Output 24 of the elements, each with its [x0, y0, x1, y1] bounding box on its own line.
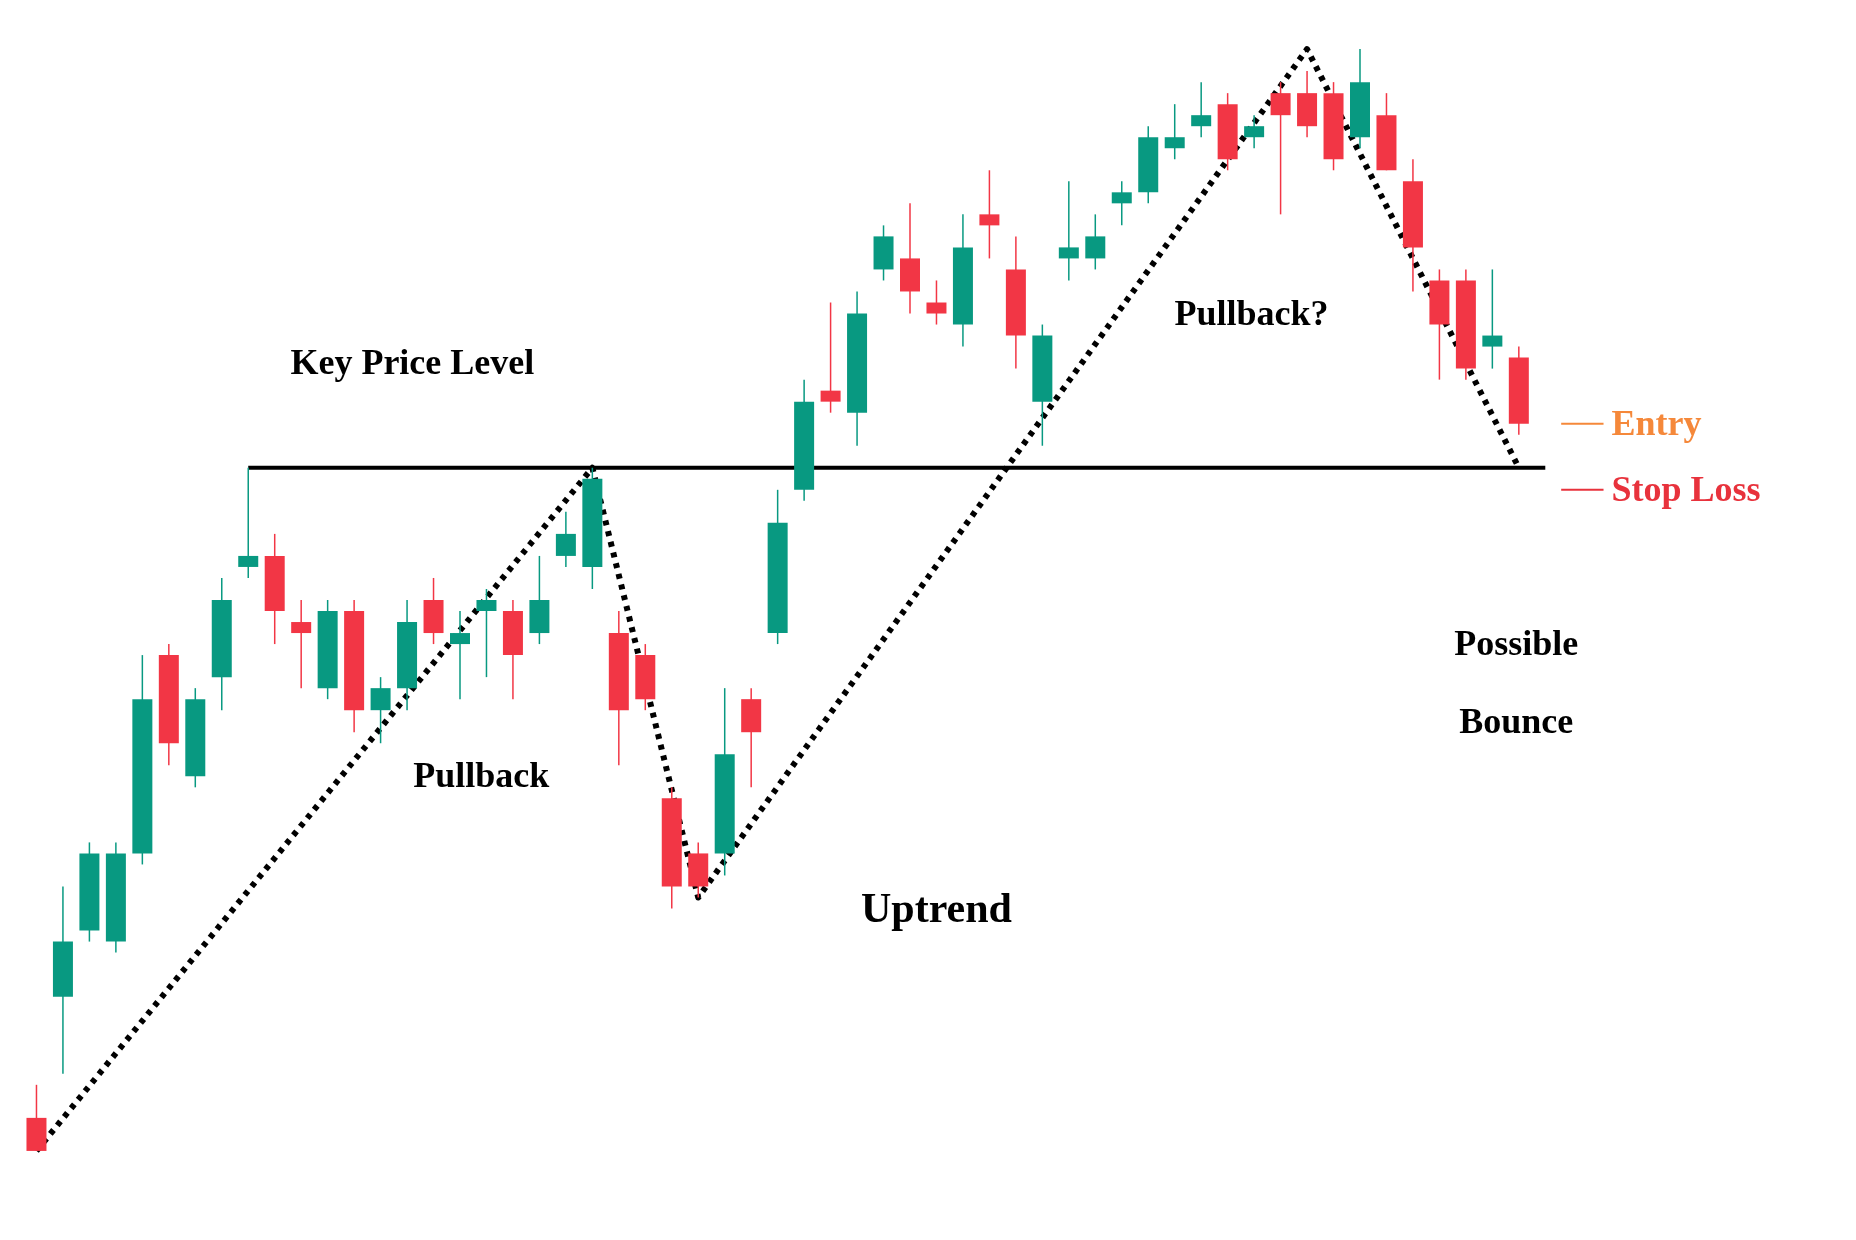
candlestick: [238, 467, 259, 579]
candlestick: [1244, 114, 1265, 149]
candlestick: [979, 169, 1000, 260]
candlestick: [476, 588, 497, 678]
annotation: Pullback?: [1174, 292, 1329, 333]
ref-line-label: Entry: [1611, 402, 1702, 443]
candlestick: [820, 301, 841, 414]
candlestick: [1058, 180, 1079, 282]
ref-line-label: Stop Loss: [1611, 468, 1761, 509]
candlestick: [1164, 103, 1185, 161]
candlestick: [370, 676, 391, 744]
annotation: Pullback: [413, 755, 550, 796]
ref-line-label: Key Price Level: [290, 342, 535, 383]
candlestick: [555, 511, 576, 568]
candlestick: [1270, 81, 1291, 216]
candlestick: [926, 279, 947, 326]
candlestick: [450, 610, 470, 700]
candlestick: [1111, 180, 1132, 227]
candlestick: [1482, 268, 1503, 370]
candlestick: [1191, 81, 1212, 138]
annotation: Uptrend: [861, 884, 1012, 931]
annotation: Possible Bounce: [1454, 623, 1579, 742]
candlestick: [1085, 213, 1106, 271]
candlestick: [291, 599, 312, 689]
